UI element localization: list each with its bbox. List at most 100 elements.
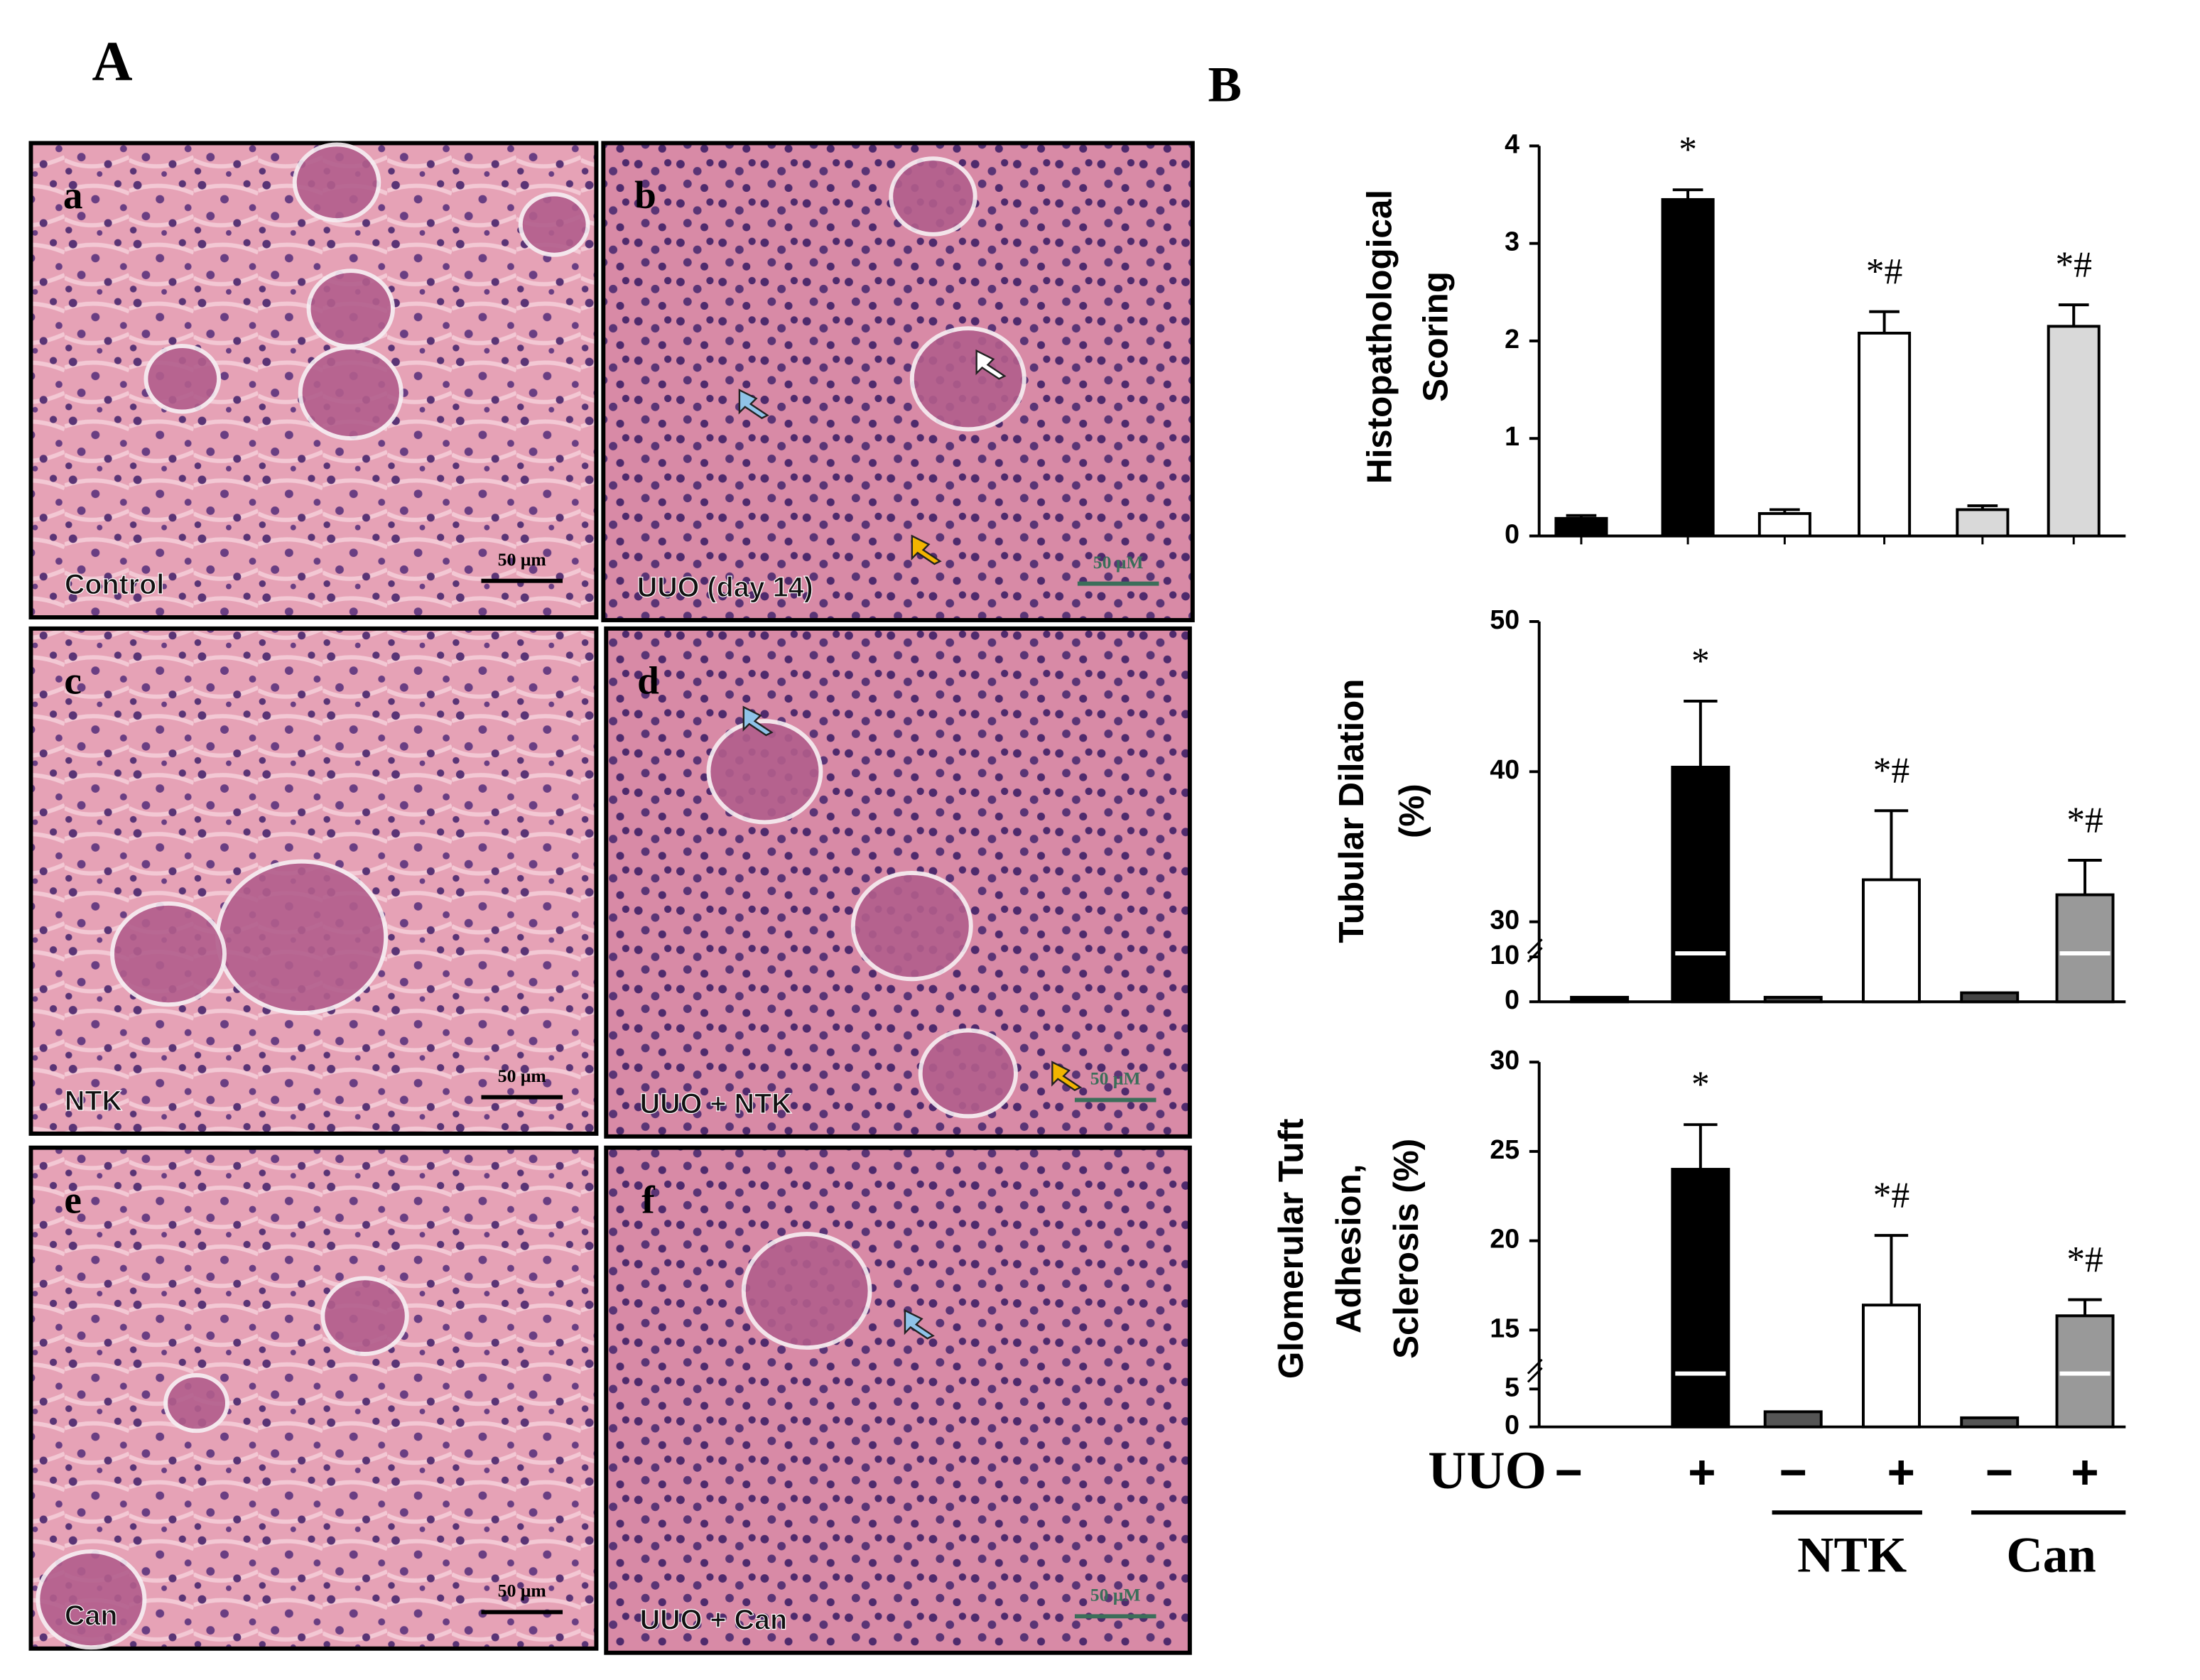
scale-label: 50 μM — [1090, 1585, 1141, 1605]
panel-caption: NTK — [65, 1085, 123, 1117]
bar — [1858, 331, 1912, 538]
glomerulus — [143, 344, 222, 414]
panel-caption: UUO + Can — [640, 1605, 787, 1636]
glomerulus — [306, 269, 396, 349]
treatment-sign: − — [1555, 1446, 1583, 1500]
arrow — [911, 534, 942, 565]
scale-label: 50 μm — [498, 1066, 546, 1086]
y-tick-label: 0 — [1505, 519, 1519, 548]
y-axis-title: Sclerosis (%) — [1387, 1139, 1426, 1359]
panel-letter: f — [641, 1178, 655, 1221]
y-axis-title: Histopathological — [1360, 190, 1399, 484]
significance-label: * — [1691, 641, 1710, 681]
error-bar — [1684, 700, 1718, 767]
bar — [1960, 1416, 2020, 1429]
group-label: Can — [2006, 1528, 2096, 1583]
bar — [1956, 508, 2010, 538]
y-axis-title: (%) — [1392, 784, 1431, 838]
y-tick-label: 15 — [1490, 1313, 1519, 1343]
glomerulus — [36, 1549, 147, 1650]
bar — [1763, 1410, 1823, 1429]
bar — [1554, 516, 1608, 538]
significance-label: *# — [2056, 245, 2092, 286]
axis-break — [1527, 938, 1543, 963]
error-bar — [1672, 188, 1703, 200]
bar-chart: Histopathological Scoring 0 1 2 3 4 * *# *# — [1360, 129, 2126, 548]
y-tick-label: 0 — [1505, 985, 1519, 1014]
y-tick-label: 10 — [1490, 940, 1519, 970]
error-bar — [2068, 1298, 2102, 1316]
treatment-sign: + — [1887, 1446, 1915, 1500]
y-tick-label: 3 — [1505, 227, 1519, 256]
glomerulus — [298, 345, 403, 440]
glomerulus — [215, 859, 389, 1015]
y-tick-label: 1 — [1505, 421, 1519, 451]
y-tick-label: 30 — [1490, 1045, 1519, 1075]
bar — [1671, 765, 1730, 1004]
group-label: NTK — [1797, 1528, 1907, 1583]
scale-label: 50 μM — [1090, 1068, 1141, 1089]
bar — [1763, 995, 1823, 1004]
bar — [1861, 1304, 1921, 1429]
arrow — [904, 1308, 935, 1340]
y-tick-label: 25 — [1490, 1134, 1519, 1164]
bar — [1570, 995, 1630, 1004]
error-bar — [1770, 508, 1800, 514]
error-bar — [1684, 1123, 1718, 1170]
axis-break — [1527, 1358, 1543, 1383]
significance-label: *# — [2066, 1240, 2103, 1280]
glomerulus — [889, 156, 977, 237]
histology-panel: d UUO + NTK 50 μM — [604, 626, 1192, 1139]
bar-chart: Glomerular Tuft Adhesion, Sclerosis (%) 0 5 1… — [1272, 1045, 2126, 1440]
glomerulus — [850, 870, 973, 982]
bar — [2055, 893, 2115, 1004]
arrow — [742, 705, 774, 737]
arrow — [975, 349, 1007, 380]
scale-label: 50 μm — [498, 1581, 546, 1601]
significance-label: *# — [1866, 251, 1902, 292]
significance-label: *# — [1873, 1176, 1909, 1216]
y-tick-label: 20 — [1490, 1224, 1519, 1254]
y-axis-title: Adhesion, — [1329, 1164, 1368, 1334]
error-bar — [1874, 809, 1909, 880]
y-axis-title: Tubular Dilation — [1332, 679, 1371, 943]
histology-panel: f UUO + Can 50 μM — [604, 1145, 1192, 1655]
panel-label: A — [92, 31, 132, 93]
error-bar — [1566, 514, 1597, 519]
treatment-sign: + — [1688, 1446, 1716, 1500]
histology-panel: c NTK 50 μm — [28, 626, 599, 1136]
row-label: UUO — [1428, 1441, 1546, 1500]
significance-label: *# — [2066, 800, 2103, 840]
error-bar — [2068, 859, 2102, 895]
bar — [1661, 197, 1715, 538]
scale-label: 50 μM — [1093, 552, 1144, 573]
arrow — [1051, 1061, 1083, 1092]
panel-letter: b — [634, 173, 656, 217]
panel-letter: e — [64, 1178, 82, 1221]
y-tick-label: 30 — [1490, 905, 1519, 935]
glomerulus — [918, 1028, 1018, 1119]
panel-letter: a — [63, 173, 83, 217]
glomerulus — [909, 326, 1026, 432]
y-tick-label: 40 — [1490, 754, 1519, 784]
histology-image — [604, 1145, 1192, 1655]
bar — [1960, 991, 2020, 1004]
bar — [1861, 878, 1921, 1004]
glomerulus — [741, 1232, 872, 1350]
treatment-sign: − — [1985, 1446, 2013, 1500]
y-tick-label: 5 — [1505, 1372, 1519, 1402]
y-tick-label: 4 — [1505, 129, 1519, 158]
histology-panel: b UUO (day 14) 50 μM — [292, 141, 1195, 622]
y-tick-label: 50 — [1490, 605, 1519, 634]
glomerulus — [320, 1276, 409, 1356]
error-bar — [1869, 310, 1900, 333]
error-bar — [2058, 303, 2089, 327]
y-axis-title: Scoring — [1416, 271, 1456, 402]
panel-caption: Can — [65, 1600, 118, 1632]
y-tick-label: 0 — [1505, 1410, 1519, 1440]
arrow — [738, 389, 769, 419]
panel-caption: UUO (day 14) — [637, 572, 813, 603]
bar — [2055, 1314, 2115, 1429]
bar — [1757, 511, 1811, 538]
